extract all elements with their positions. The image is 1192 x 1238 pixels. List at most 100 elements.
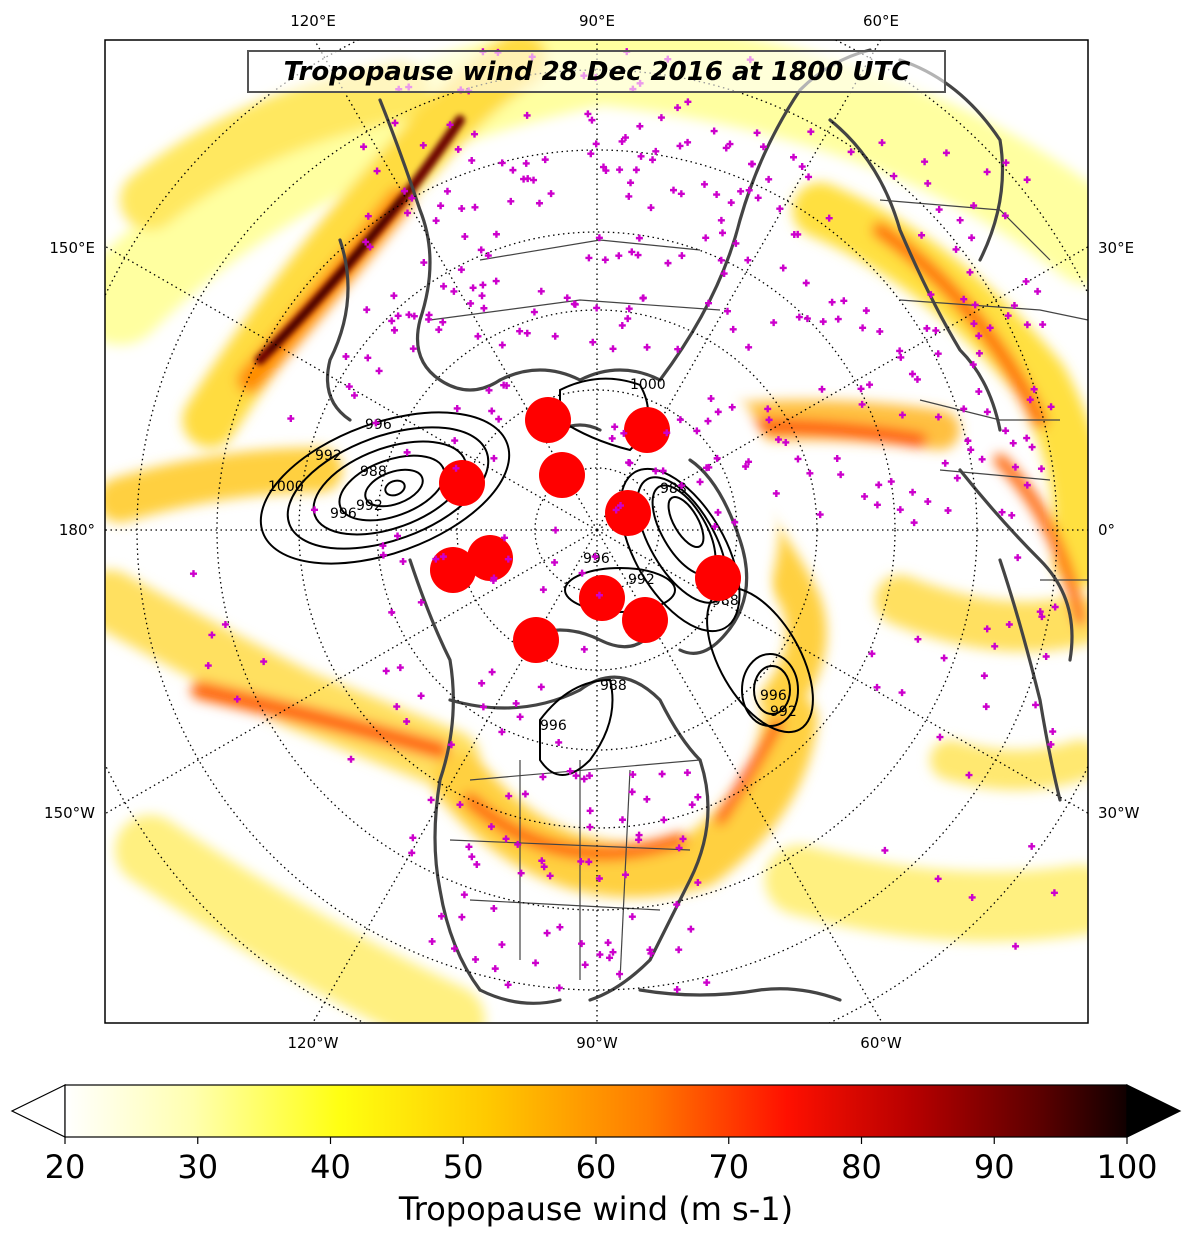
contour-label: 996 <box>583 551 610 567</box>
colorbar-tick-label: 40 <box>310 1148 351 1186</box>
polar-calm <box>420 320 780 720</box>
magenta-plus-icon <box>440 282 448 290</box>
magenta-plus-icon <box>1004 312 1012 320</box>
contour-label: 996 <box>330 506 357 522</box>
magenta-plus-icon <box>875 481 883 489</box>
magenta-plus-icon <box>360 143 368 151</box>
magenta-plus-icon <box>634 251 642 259</box>
magenta-plus-icon <box>866 381 874 389</box>
magenta-plus-icon <box>713 191 721 199</box>
magenta-plus-icon <box>918 231 926 239</box>
magenta-plus-icon <box>703 464 711 472</box>
magenta-plus-icon <box>663 429 671 437</box>
magenta-plus-icon <box>586 823 594 831</box>
magenta-plus-icon <box>807 128 815 136</box>
magenta-plus-icon <box>1030 385 1038 393</box>
magenta-plus-icon <box>978 455 986 463</box>
magenta-plus-icon <box>1032 701 1040 709</box>
magenta-plus-icon <box>473 860 481 868</box>
top-label: 120°E <box>290 12 336 30</box>
magenta-plus-icon <box>675 946 683 954</box>
right-label: 30°W <box>1098 804 1140 822</box>
magenta-plus-icon <box>472 955 480 963</box>
colorbar-tick-label: 80 <box>841 1148 882 1186</box>
magenta-plus-icon <box>967 446 975 454</box>
colorbar-tick-label: 60 <box>576 1148 617 1186</box>
colorbar-tick-label: 90 <box>974 1148 1015 1186</box>
magenta-plus-icon <box>936 733 944 741</box>
magenta-plus-icon <box>260 658 268 666</box>
magenta-plus-icon <box>873 501 881 509</box>
magenta-plus-icon <box>490 454 498 462</box>
magenta-plus-icon <box>566 767 574 775</box>
magenta-plus-icon <box>584 110 592 118</box>
magenta-plus-icon <box>447 741 455 749</box>
magenta-plus-icon <box>616 970 624 978</box>
magenta-plus-icon <box>702 234 710 242</box>
magenta-plus-icon <box>679 835 687 843</box>
magenta-plus-icon <box>774 436 782 444</box>
map-title: Tropopause wind 28 Dec 2016 at 1800 UTC <box>284 57 911 87</box>
magenta-plus-icon <box>487 823 495 831</box>
magenta-plus-icon <box>393 703 401 711</box>
magenta-plus-icon <box>382 667 390 675</box>
magenta-plus-icon <box>471 203 479 211</box>
magenta-plus-icon <box>940 654 948 662</box>
magenta-plus-icon <box>744 256 752 264</box>
magenta-plus-icon <box>684 98 692 106</box>
magenta-plus-icon <box>588 116 596 124</box>
magenta-plus-icon <box>659 467 667 475</box>
magenta-plus-icon <box>427 796 435 804</box>
magenta-plus-icon <box>707 395 715 403</box>
magenta-plus-icon <box>363 306 371 314</box>
magenta-plus-icon <box>405 311 413 319</box>
magenta-plus-icon <box>1014 554 1022 562</box>
magenta-plus-icon <box>537 683 545 691</box>
magenta-plus-icon <box>624 315 632 323</box>
magenta-plus-icon <box>1037 465 1045 473</box>
magenta-plus-icon <box>727 199 735 207</box>
magenta-plus-icon <box>896 506 904 514</box>
magenta-plus-icon <box>674 345 682 353</box>
magenta-plus-icon <box>512 699 520 707</box>
magenta-plus-icon <box>635 831 643 839</box>
magenta-plus-icon <box>720 270 728 278</box>
magenta-plus-icon <box>523 111 531 119</box>
magenta-plus-icon <box>580 775 588 783</box>
magenta-plus-icon <box>696 478 704 486</box>
magenta-plus-icon <box>439 553 447 561</box>
magenta-plus-icon <box>660 816 668 824</box>
magenta-plus-icon <box>649 156 657 164</box>
magenta-plus-icon <box>517 869 525 877</box>
magenta-plus-icon <box>375 367 383 375</box>
magenta-plus-icon <box>458 913 466 921</box>
red-circle-icon <box>539 452 585 498</box>
magenta-plus-icon <box>540 863 548 871</box>
magenta-plus-icon <box>492 230 500 238</box>
magenta-plus-icon <box>770 319 778 327</box>
magenta-plus-icon <box>571 300 579 308</box>
magenta-plus-icon <box>456 801 464 809</box>
magenta-plus-icon <box>585 858 593 866</box>
magenta-plus-icon <box>581 961 589 969</box>
magenta-plus-icon <box>1011 463 1019 471</box>
magenta-plus-icon <box>876 328 884 336</box>
magenta-plus-icon <box>816 511 824 519</box>
magenta-plus-icon <box>409 345 417 353</box>
magenta-plus-icon <box>580 645 588 653</box>
magenta-plus-icon <box>437 202 445 210</box>
contour-label: 992 <box>628 572 655 588</box>
magenta-plus-icon <box>1005 621 1013 629</box>
magenta-plus-icon <box>643 343 651 351</box>
magenta-plus-icon <box>717 256 725 264</box>
magenta-plus-icon <box>833 454 841 462</box>
magenta-plus-icon <box>1038 613 1046 621</box>
magenta-plus-icon <box>748 160 756 168</box>
magenta-plus-icon <box>1049 728 1057 736</box>
magenta-plus-icon <box>657 114 665 122</box>
magenta-plus-icon <box>694 793 702 801</box>
magenta-plus-icon <box>909 488 917 496</box>
magenta-plus-icon <box>676 416 684 424</box>
magenta-plus-icon <box>729 325 737 333</box>
magenta-plus-icon <box>523 329 531 337</box>
